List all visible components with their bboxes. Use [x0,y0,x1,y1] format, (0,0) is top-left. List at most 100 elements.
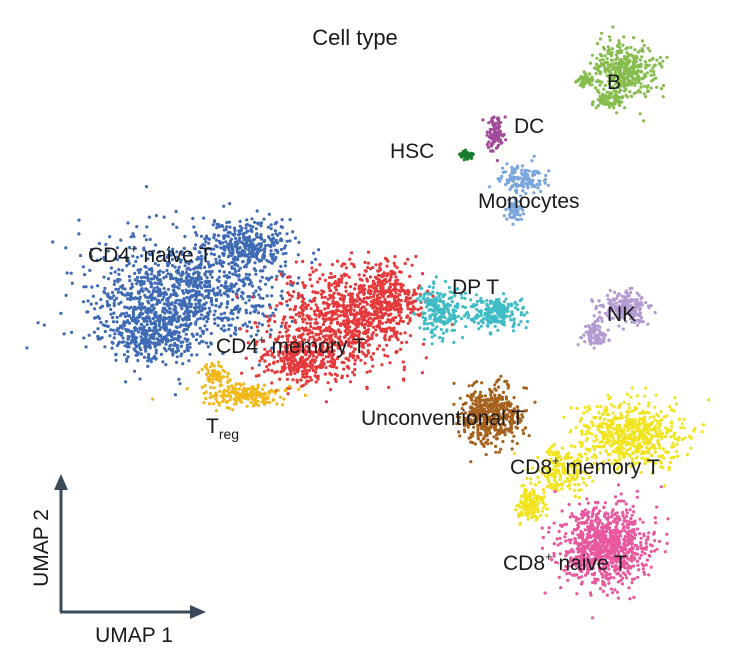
point [332,363,336,367]
point [333,274,337,279]
point [233,326,237,330]
point [133,335,137,339]
point [98,306,103,310]
point [582,75,586,79]
point [396,310,400,314]
point [174,209,178,214]
point [362,323,366,327]
point [214,238,218,242]
point [600,80,604,84]
point [163,258,167,263]
point [267,303,272,307]
point [197,370,201,375]
point [113,279,117,283]
point [147,342,151,346]
point [335,366,339,370]
point [605,293,610,298]
point [132,264,136,268]
point [117,272,121,276]
point [231,408,235,412]
point [315,321,319,325]
point [266,368,270,372]
point [251,238,255,242]
point [394,287,398,291]
point [218,316,222,320]
point [219,293,223,297]
point [460,155,464,159]
point [175,343,179,348]
point [329,373,333,377]
point [234,236,238,240]
point [597,299,601,303]
point [139,275,143,280]
point [293,236,297,240]
point [270,261,274,265]
point [230,384,234,388]
point [481,321,485,325]
point [127,274,131,279]
point [198,316,203,320]
point [117,302,121,306]
point [250,366,254,370]
point [221,351,226,355]
point [97,316,102,320]
point [238,398,243,403]
point [452,322,456,326]
point [179,277,184,281]
point [274,257,278,261]
point [637,88,641,92]
point [204,396,208,401]
point [168,302,172,307]
point [496,320,500,324]
point [248,278,252,282]
point [425,322,430,326]
point [151,308,155,312]
point [211,381,215,385]
point [385,301,390,305]
point [158,342,162,346]
point [606,45,610,49]
point [209,385,213,390]
point [116,290,120,294]
point [652,73,656,77]
point [422,327,426,331]
point [263,391,267,395]
point [240,392,244,396]
point [401,377,406,381]
point [475,303,479,307]
point [229,334,233,338]
point [270,294,274,298]
point [371,295,375,299]
point [376,280,380,285]
point [362,291,366,295]
point [494,301,498,305]
point [278,231,282,235]
point [658,55,662,60]
point [118,314,122,318]
point [273,370,277,375]
point [288,298,292,302]
point [236,233,241,237]
point [481,118,485,122]
point [530,183,534,187]
point [42,323,46,327]
point [434,312,438,316]
point [422,294,426,298]
point [307,368,312,372]
point [383,297,387,301]
point [416,297,420,301]
point [387,286,392,290]
cluster-dc [481,115,508,163]
point [276,388,280,392]
point [201,303,205,307]
point [222,235,226,240]
point [215,376,219,380]
point [280,403,285,407]
point [127,306,131,310]
point [265,258,269,263]
point [318,309,322,313]
point [247,255,251,259]
point [318,312,322,316]
point [234,292,238,296]
point [263,397,267,401]
